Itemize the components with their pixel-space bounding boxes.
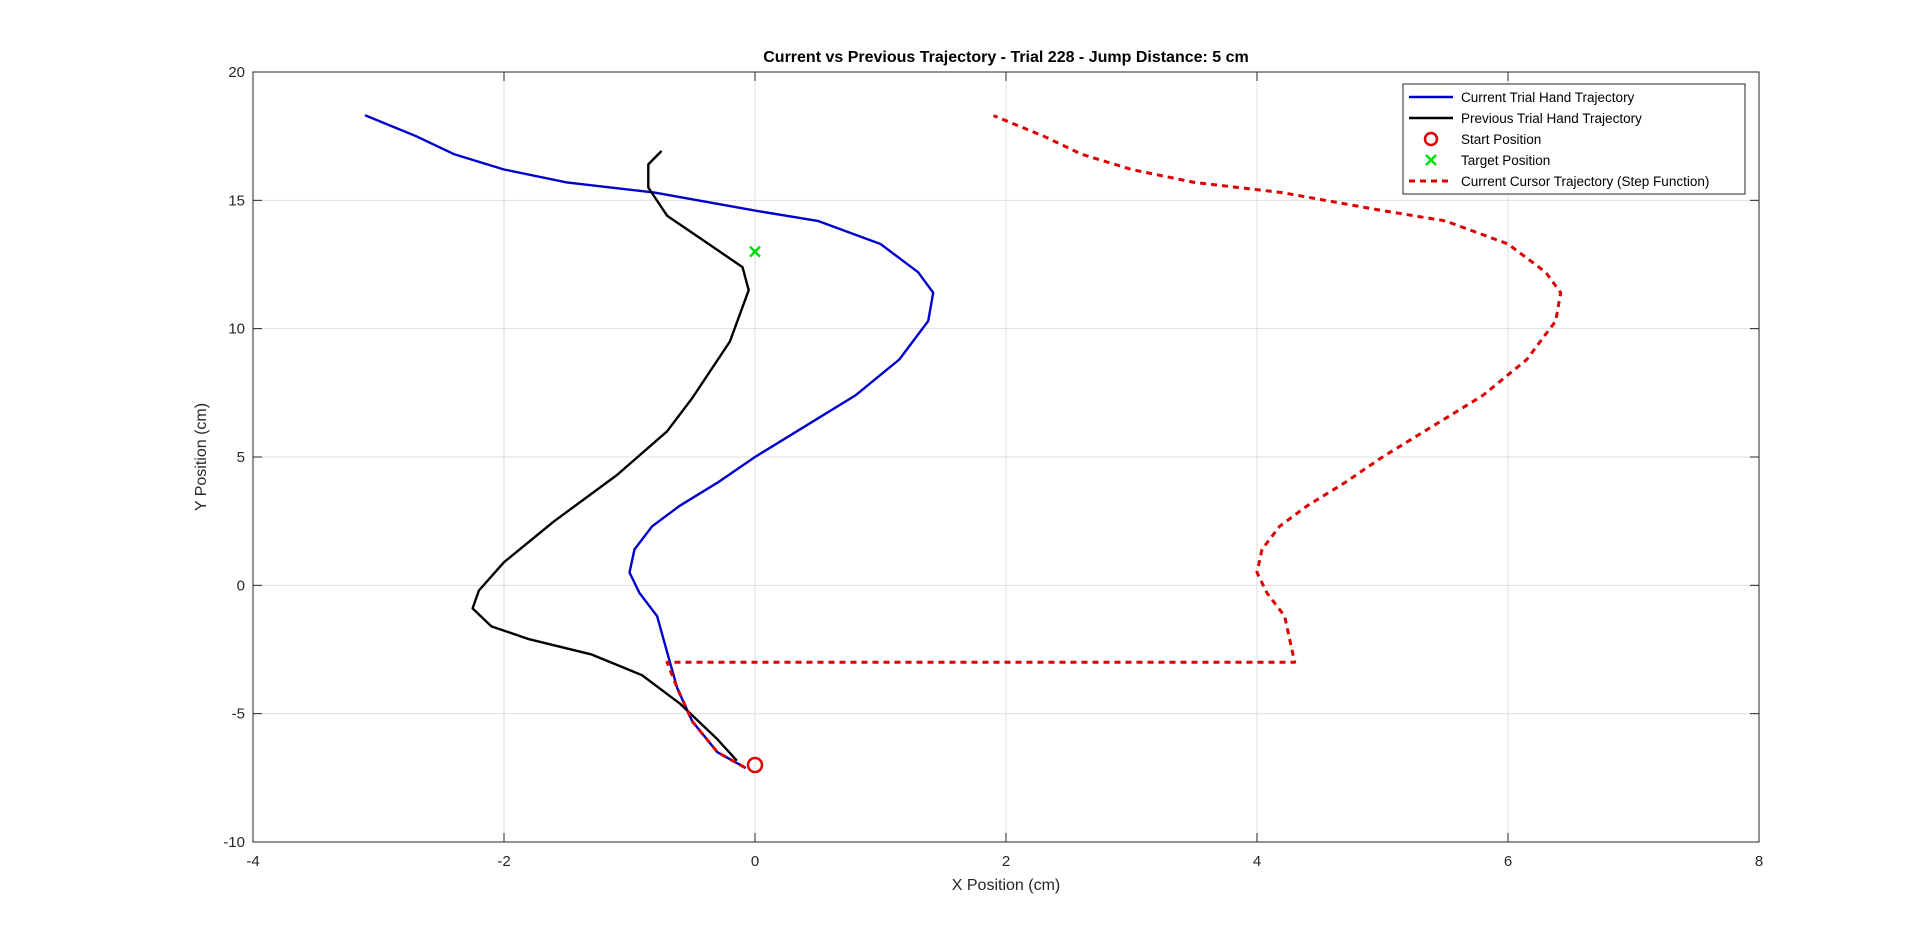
current-trial-hand-trajectory-line (364, 114, 935, 769)
chart-title: Current vs Previous Trajectory - Trial 2… (763, 49, 1249, 66)
y-tick-label: 0 (237, 577, 245, 594)
legend-label: Current Trial Hand Trajectory (1461, 90, 1635, 105)
y-tick-label: -10 (223, 834, 245, 851)
x-tick-label: 0 (751, 853, 759, 870)
x-tick-label: 8 (1755, 853, 1763, 870)
legend-label: Start Position (1461, 132, 1541, 147)
marker-stroke (1425, 154, 1437, 166)
x-tick-label: -4 (246, 853, 259, 870)
x-tick-label: 6 (1504, 853, 1512, 870)
x-axis-title: X Position (cm) (952, 877, 1060, 894)
axis-ticks: -4 -2 0 2 4 6 8 -10 -5 0 5 10 15 20 (223, 64, 1763, 870)
y-tick-label: 20 (228, 64, 245, 81)
legend-swatch-target-position (1425, 154, 1437, 166)
marker-stroke (749, 245, 761, 258)
current-cursor-trajectory-step-function-line (665, 114, 1563, 769)
legend-swatch-start-position (1423, 131, 1439, 147)
legend-box (1402, 83, 1746, 195)
x-tick-label: 2 (1002, 853, 1010, 870)
previous-trial-hand-trajectory-line (471, 150, 750, 762)
x-tick-label: 4 (1253, 853, 1261, 870)
start-position-marker (746, 756, 764, 774)
x-tick-label: -2 (497, 853, 510, 870)
legend: Current Trial Hand Trajectory Previous Tr… (1402, 83, 1746, 195)
y-tick-label: -5 (232, 706, 245, 723)
y-axis-title: Y Position (cm) (193, 403, 210, 511)
legend-label: Current Cursor Trajectory (Step Function… (1461, 174, 1709, 189)
y-tick-label: 5 (237, 449, 245, 466)
legend-label: Target Position (1461, 153, 1550, 168)
y-tick-label: 10 (228, 321, 245, 338)
series-layer (364, 114, 1563, 774)
legend-label: Previous Trial Hand Trajectory (1461, 111, 1642, 126)
y-tick-label: 15 (228, 192, 245, 209)
target-position-marker (749, 245, 761, 258)
